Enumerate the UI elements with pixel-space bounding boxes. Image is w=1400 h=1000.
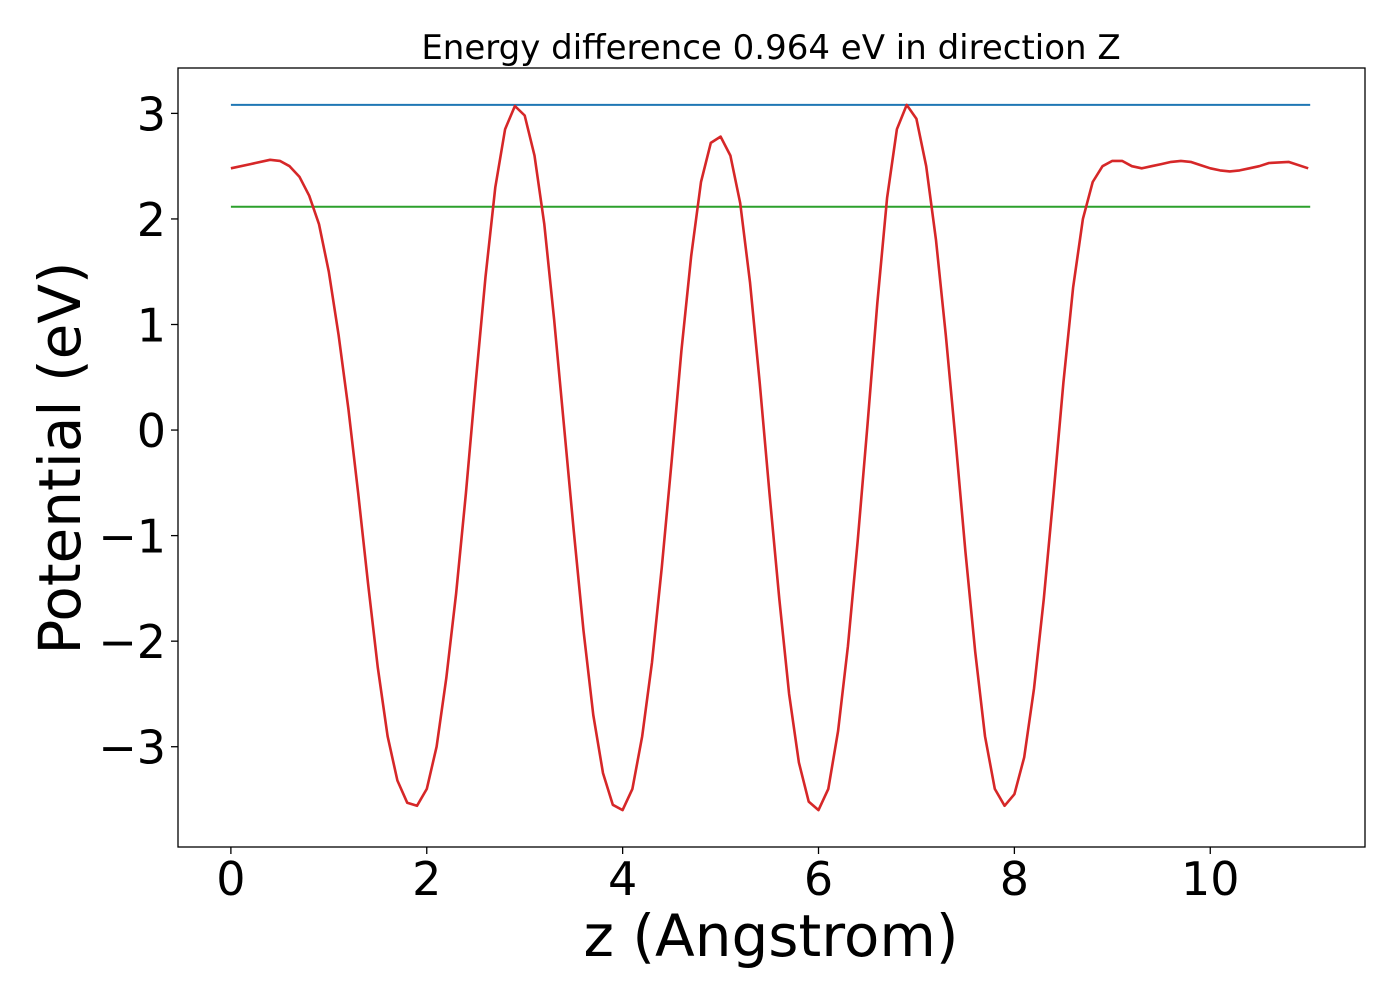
x-tick-label: 2 bbox=[412, 852, 441, 906]
y-axis-label: Potential (eV) bbox=[26, 261, 94, 654]
plot-frame bbox=[177, 67, 1366, 848]
x-tick-label: 6 bbox=[804, 852, 833, 906]
y-tick-label: 2 bbox=[137, 193, 166, 247]
y-tick-label: −1 bbox=[98, 510, 166, 564]
x-tick-label: 4 bbox=[608, 852, 637, 906]
y-tick-label: −2 bbox=[98, 615, 166, 669]
potential-curve bbox=[230, 103, 1309, 812]
y-tick-label: −3 bbox=[98, 721, 166, 775]
y-tick-label: 0 bbox=[137, 404, 166, 458]
y-axis-ticks: −3 −2 −1 0 1 2 3 bbox=[98, 87, 178, 775]
x-tick-label: 8 bbox=[1000, 852, 1029, 906]
y-tick-label: 1 bbox=[137, 299, 166, 353]
plot-lines bbox=[230, 103, 1311, 812]
x-tick-label: 0 bbox=[216, 852, 245, 906]
chart-title: Energy difference 0.964 eV in direction … bbox=[421, 28, 1120, 68]
y-tick-label: 3 bbox=[137, 87, 166, 141]
x-axis-label: z (Angstrom) bbox=[584, 902, 959, 970]
x-tick-label: 10 bbox=[1181, 852, 1240, 906]
x-axis-ticks: 0 2 4 6 8 10 bbox=[216, 847, 1240, 906]
